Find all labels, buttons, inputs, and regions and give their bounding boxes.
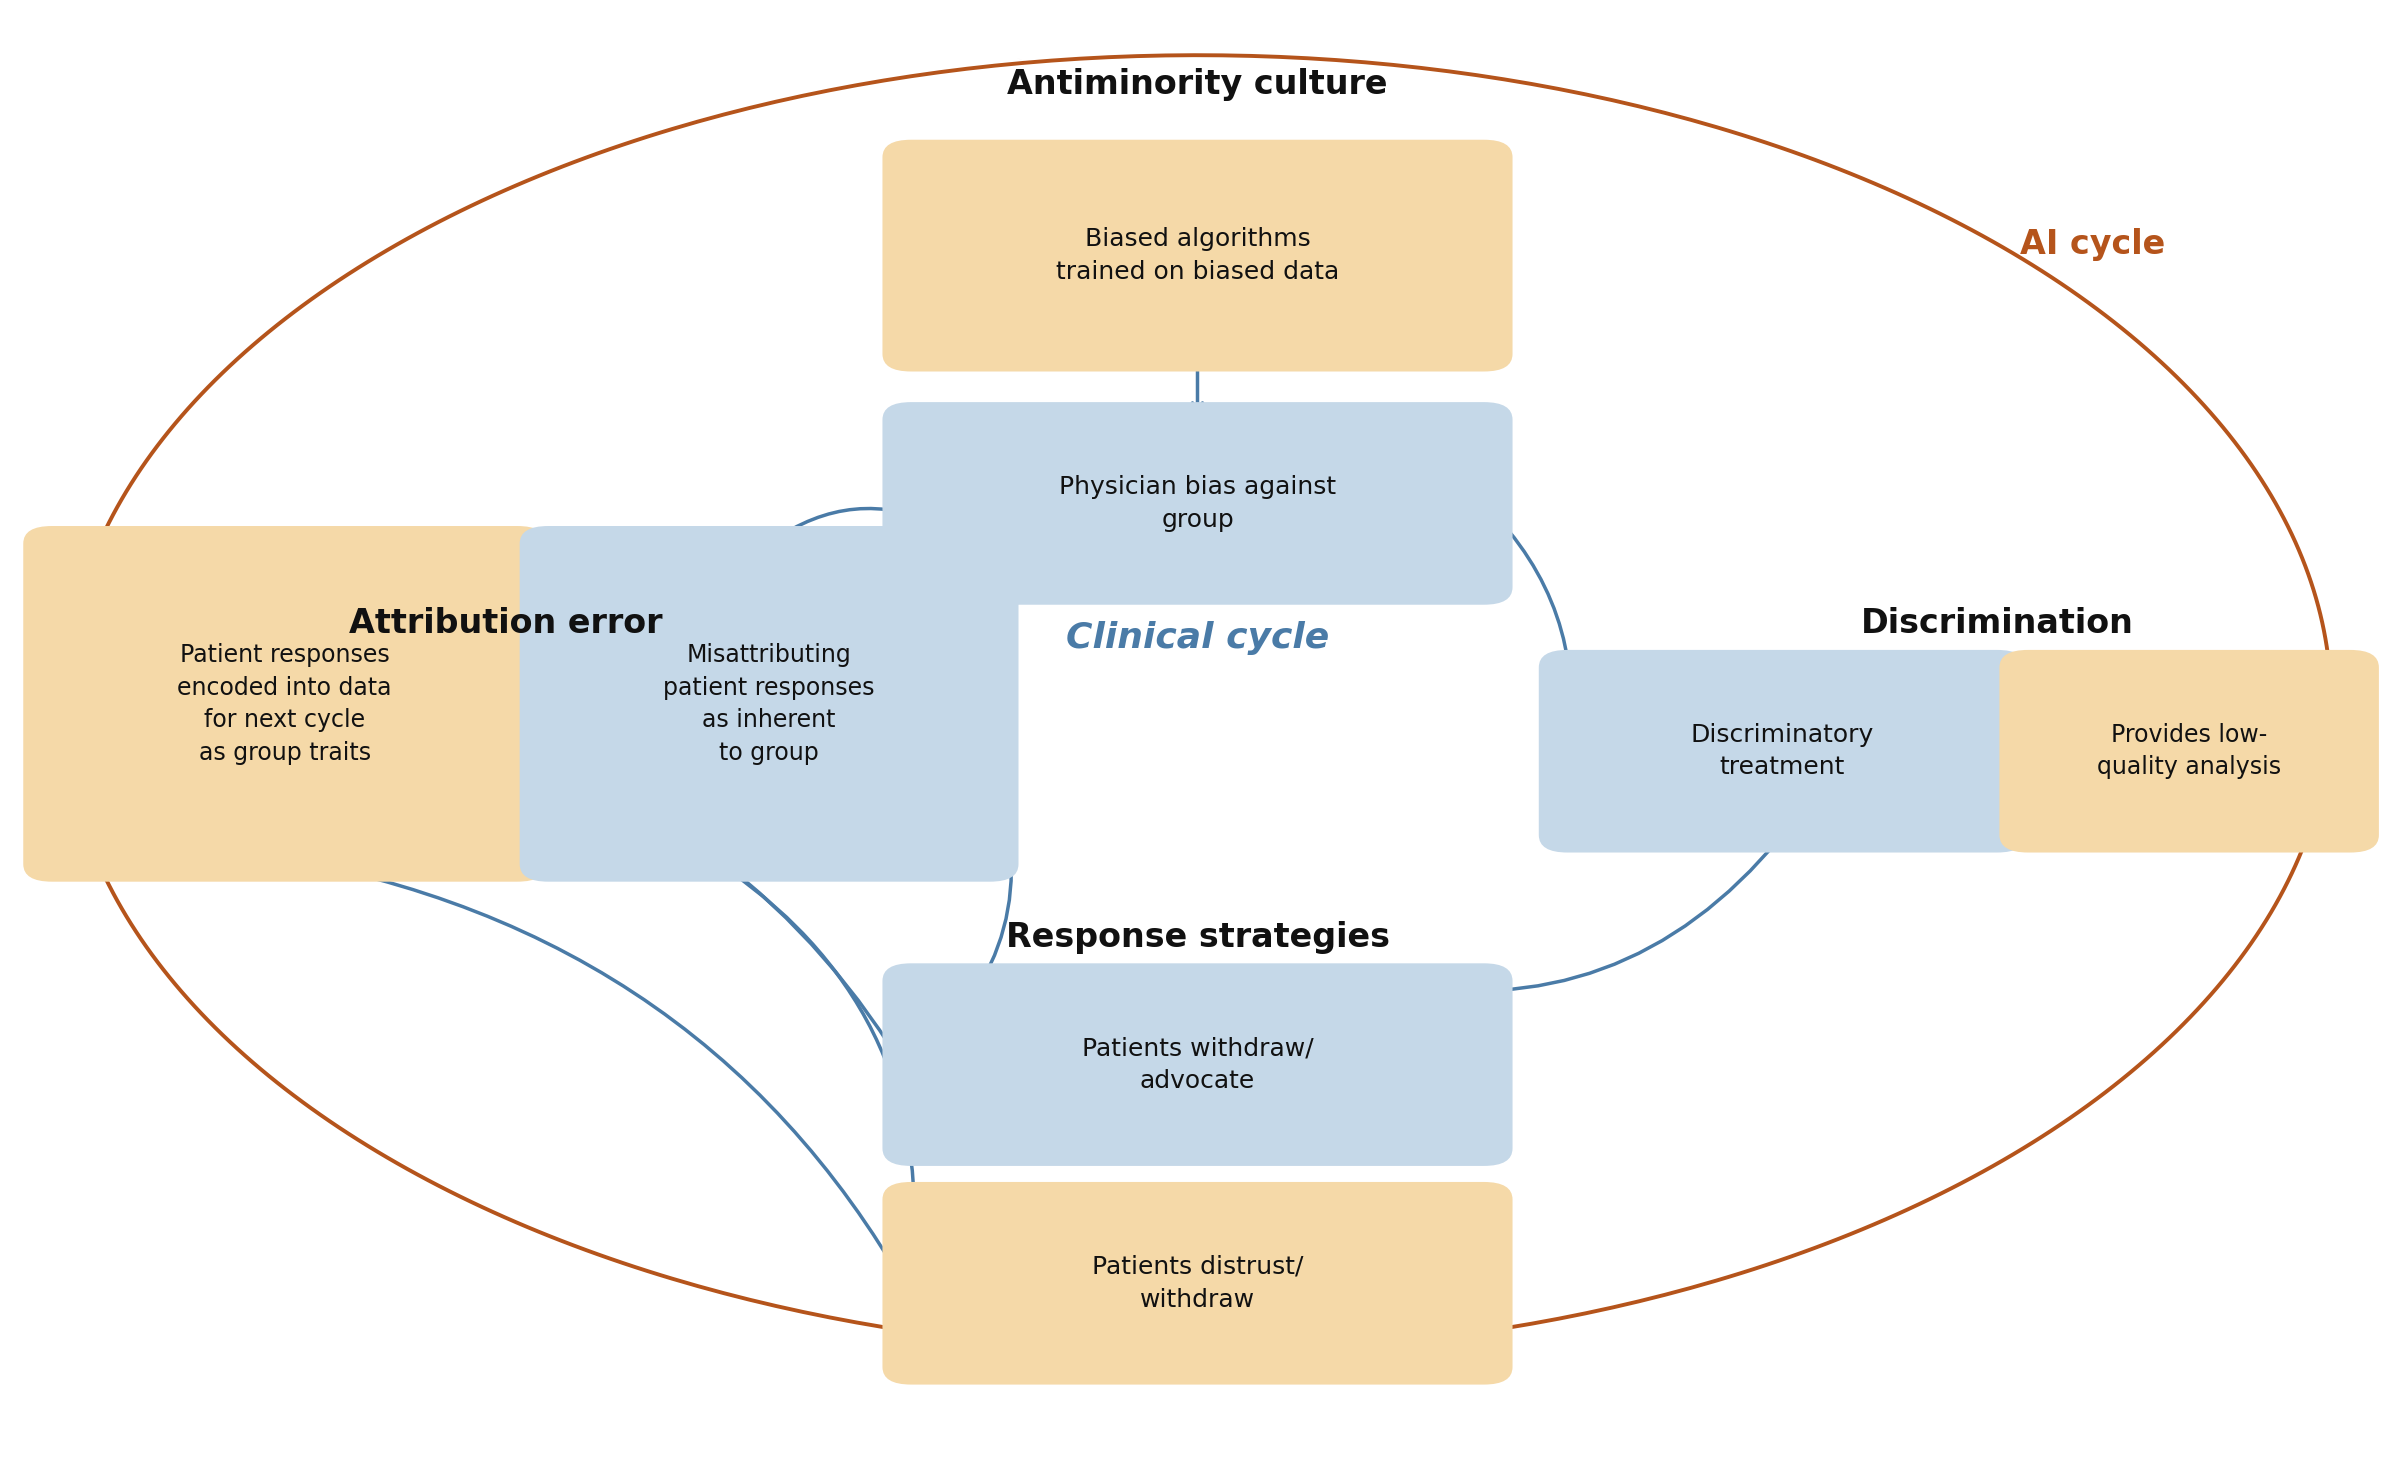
Text: Patients withdraw/
advocate: Patients withdraw/ advocate <box>1083 1036 1312 1092</box>
FancyArrowPatch shape <box>726 868 915 1280</box>
FancyArrowPatch shape <box>62 639 72 649</box>
FancyBboxPatch shape <box>881 139 1514 371</box>
FancyArrowPatch shape <box>321 863 946 1365</box>
FancyBboxPatch shape <box>24 526 546 881</box>
FancyBboxPatch shape <box>2000 649 2378 853</box>
Text: Patients distrust/
withdraw: Patients distrust/ withdraw <box>1092 1255 1303 1312</box>
FancyArrowPatch shape <box>1485 506 1574 745</box>
Text: Physician bias against
group: Physician bias against group <box>1059 475 1336 532</box>
FancyBboxPatch shape <box>881 963 1514 1165</box>
FancyArrowPatch shape <box>771 509 941 542</box>
FancyBboxPatch shape <box>1540 649 2026 853</box>
Text: Response strategies: Response strategies <box>1006 921 1389 953</box>
FancyArrowPatch shape <box>1368 1340 1377 1349</box>
Text: Attribution error: Attribution error <box>350 607 661 641</box>
Text: AI cycle: AI cycle <box>2019 229 2165 261</box>
FancyBboxPatch shape <box>881 402 1514 605</box>
FancyBboxPatch shape <box>881 1182 1514 1384</box>
Text: Antiminority culture: Antiminority culture <box>1008 67 1387 101</box>
Text: Misattributing
patient responses
as inherent
to group: Misattributing patient responses as inhe… <box>663 644 874 765</box>
Text: Patient responses
encoded into data
for next cycle
as group traits: Patient responses encoded into data for … <box>177 644 393 765</box>
Text: Discrimination: Discrimination <box>1861 607 2134 641</box>
FancyArrowPatch shape <box>1193 356 1202 413</box>
FancyArrowPatch shape <box>2323 758 2333 768</box>
Text: Biased algorithms
trained on biased data: Biased algorithms trained on biased data <box>1056 227 1339 284</box>
FancyArrowPatch shape <box>1382 837 1779 991</box>
Text: Discriminatory
treatment: Discriminatory treatment <box>1691 723 1873 780</box>
Text: Provides low-
quality analysis: Provides low- quality analysis <box>2098 723 2280 780</box>
FancyArrowPatch shape <box>525 749 946 1146</box>
FancyArrowPatch shape <box>912 768 1011 1063</box>
FancyArrowPatch shape <box>1018 59 1027 69</box>
FancyBboxPatch shape <box>520 526 1018 881</box>
Text: Clinical cycle: Clinical cycle <box>1066 622 1329 655</box>
